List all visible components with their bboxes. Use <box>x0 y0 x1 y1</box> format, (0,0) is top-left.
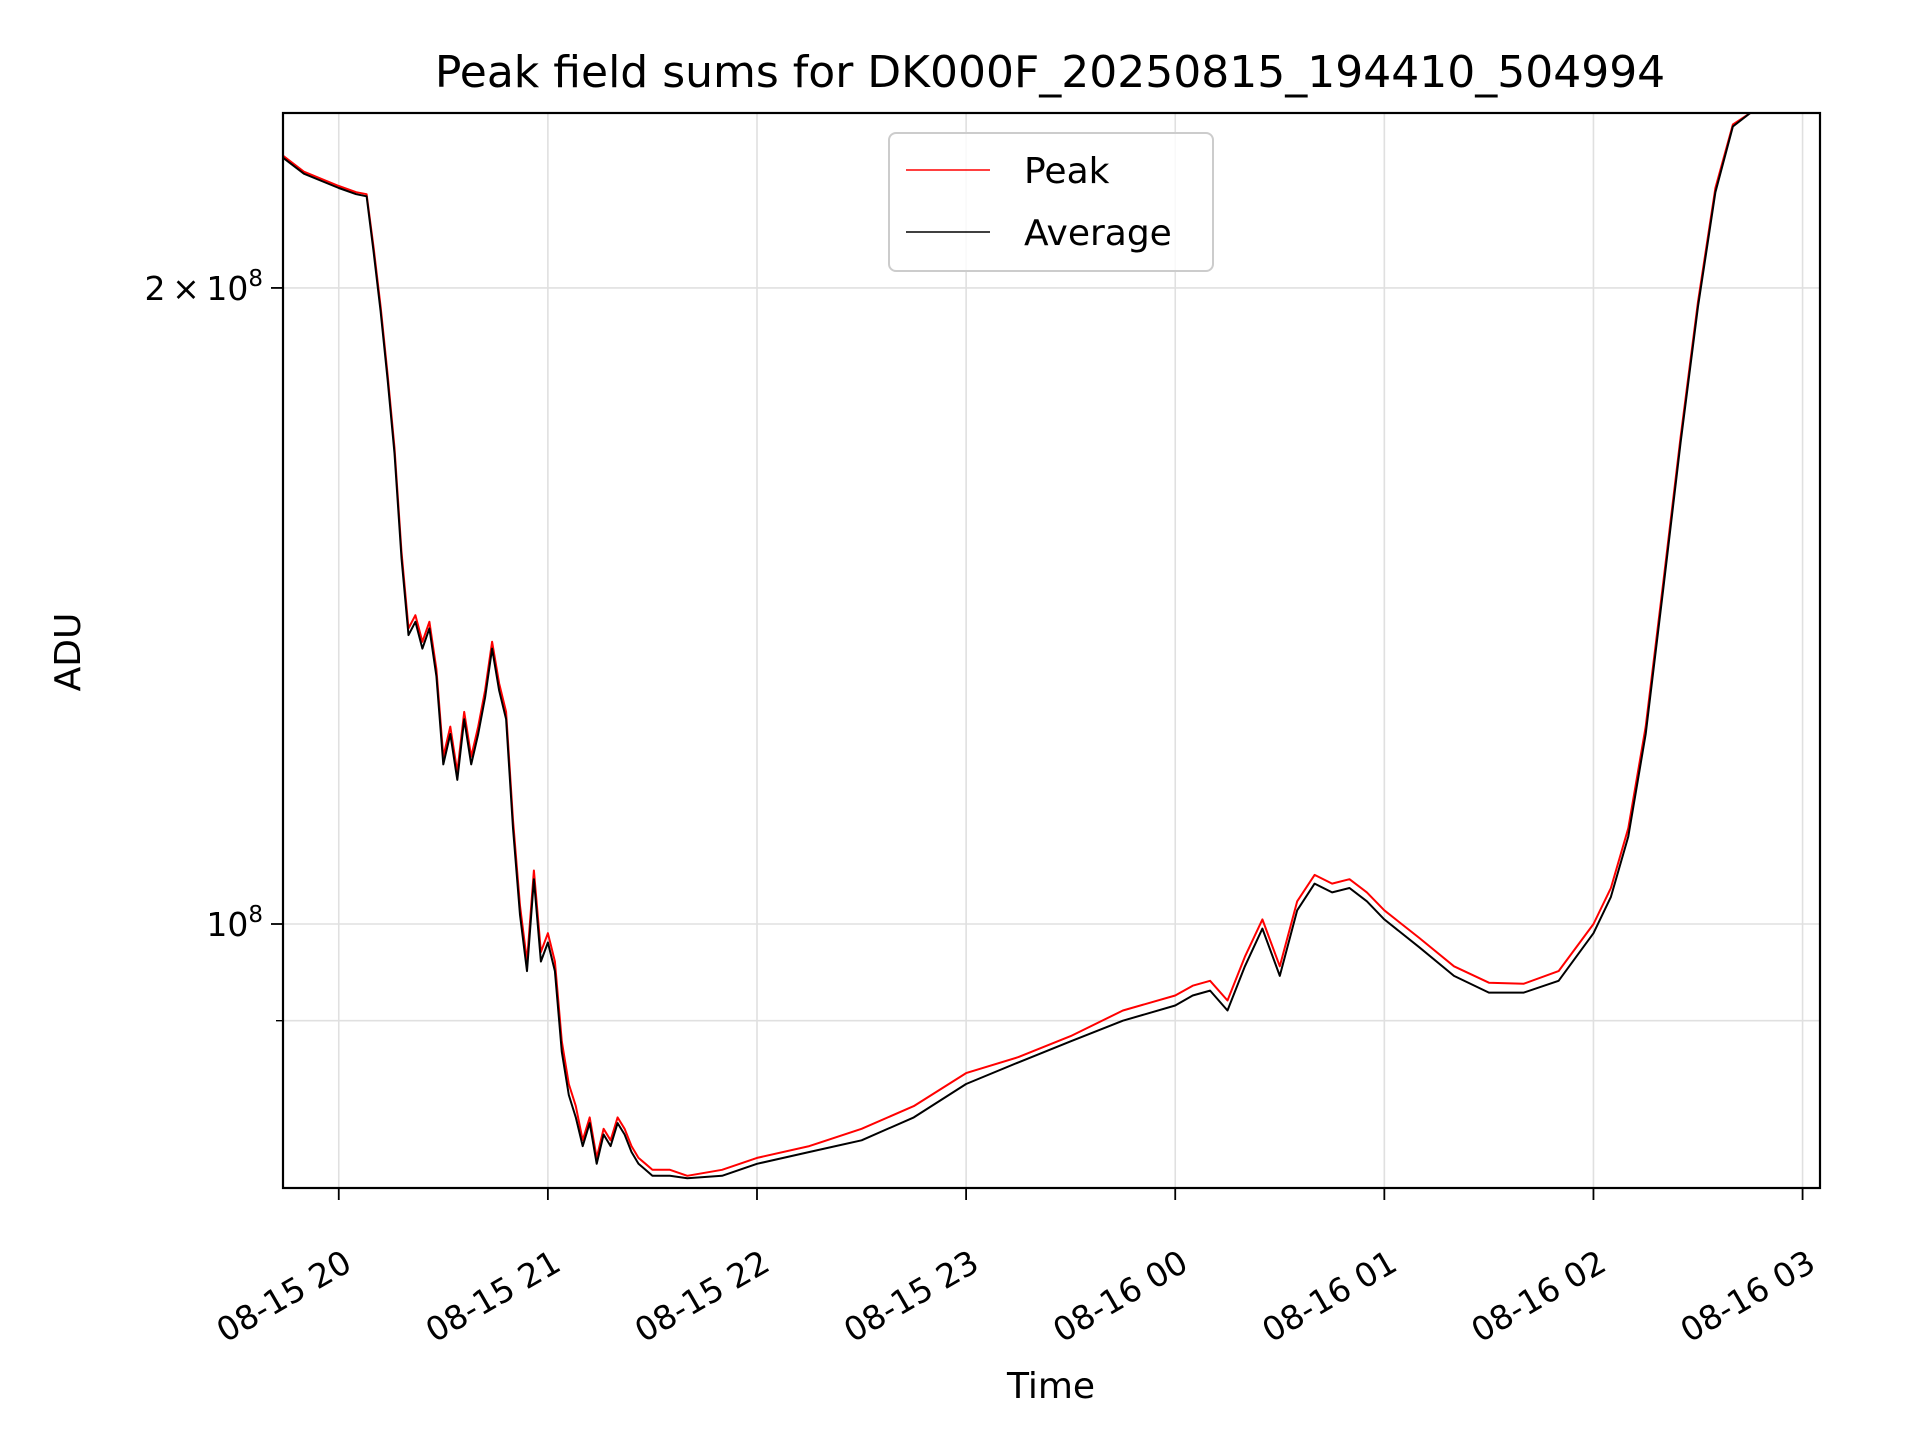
x-axis: 08-15 20 08-15 21 08-15 22 08-15 23 08-16 00… <box>210 1188 1822 1350</box>
legend-label-average: Average <box>1024 213 1172 254</box>
grid <box>283 113 1820 1188</box>
plot-frame <box>281 111 1822 1190</box>
x-axis-label: Time <box>1006 1366 1095 1407</box>
series-layer <box>283 113 1820 1180</box>
series-line-average <box>283 113 1820 1180</box>
legend: Peak Average <box>888 132 1214 272</box>
y-axis: 108 2 × 108 <box>145 266 283 1022</box>
x-tick-label: 08-16 03 <box>1674 1242 1822 1350</box>
x-tick-label: 08-16 00 <box>1046 1242 1194 1350</box>
x-tick-label: 08-15 21 <box>419 1242 567 1350</box>
y-tick-label: 2 × 108 <box>145 266 263 308</box>
series-line-peak <box>283 113 1820 1177</box>
y-axis-label: ADU <box>48 613 89 692</box>
chart-title: Peak field sums for DK000F_20250815_1944… <box>435 47 1665 98</box>
x-tick-label: 08-16 02 <box>1464 1242 1612 1350</box>
y-tick-label: 108 <box>206 902 263 944</box>
x-tick-label: 08-16 01 <box>1255 1242 1403 1350</box>
x-tick-label: 08-15 22 <box>628 1242 776 1350</box>
x-tick-label: 08-15 20 <box>210 1242 358 1350</box>
x-tick-label: 08-15 23 <box>837 1242 985 1350</box>
legend-label-peak: Peak <box>1024 151 1110 192</box>
legend-box <box>888 132 1214 272</box>
